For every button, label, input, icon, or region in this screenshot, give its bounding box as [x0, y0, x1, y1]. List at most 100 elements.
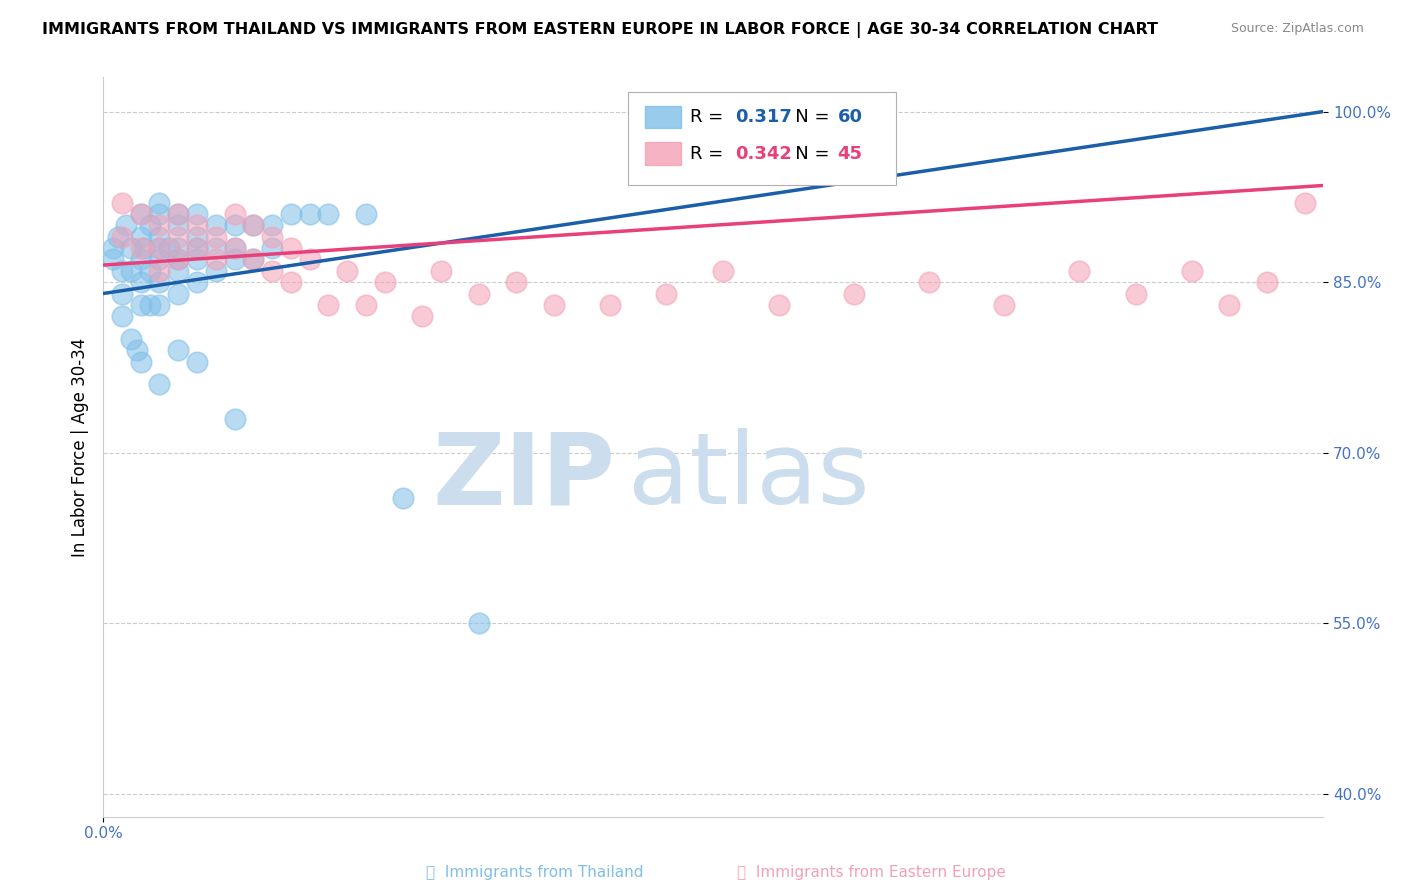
Point	[262, 229, 284, 244]
Point	[1181, 264, 1204, 278]
Point	[1069, 264, 1091, 278]
Point	[1218, 298, 1240, 312]
Point	[120, 241, 142, 255]
Text: R =: R =	[690, 108, 730, 126]
Point	[186, 229, 208, 244]
Point	[107, 229, 129, 244]
Point	[139, 219, 162, 233]
Point	[129, 298, 152, 312]
Point	[148, 377, 170, 392]
Point	[101, 241, 124, 255]
Point	[167, 207, 190, 221]
Point	[186, 252, 208, 267]
Point	[262, 264, 284, 278]
Point	[242, 252, 264, 267]
Text: 0.342: 0.342	[735, 145, 792, 162]
Y-axis label: In Labor Force | Age 30-34: In Labor Force | Age 30-34	[72, 337, 89, 557]
Point	[918, 275, 941, 289]
Point	[148, 252, 170, 267]
Point	[711, 264, 734, 278]
Point	[129, 275, 152, 289]
Point	[655, 286, 678, 301]
Point	[280, 241, 302, 255]
Point	[768, 298, 790, 312]
Point	[157, 241, 180, 255]
Text: N =: N =	[778, 145, 835, 162]
Point	[262, 219, 284, 233]
Text: atlas: atlas	[628, 428, 869, 525]
Text: IMMIGRANTS FROM THAILAND VS IMMIGRANTS FROM EASTERN EUROPE IN LABOR FORCE | AGE : IMMIGRANTS FROM THAILAND VS IMMIGRANTS F…	[42, 22, 1159, 38]
Point	[167, 241, 190, 255]
Point	[148, 264, 170, 278]
Point	[204, 252, 226, 267]
Text: R =: R =	[690, 145, 730, 162]
Point	[125, 343, 148, 358]
Point	[298, 252, 321, 267]
Point	[204, 264, 226, 278]
Point	[186, 275, 208, 289]
Point	[148, 241, 170, 255]
Point	[224, 219, 246, 233]
FancyBboxPatch shape	[645, 105, 682, 128]
Point	[842, 286, 865, 301]
Point	[120, 264, 142, 278]
Point	[134, 241, 156, 255]
Text: 45: 45	[838, 145, 863, 162]
Point	[298, 207, 321, 221]
FancyBboxPatch shape	[628, 92, 896, 185]
Point	[224, 252, 246, 267]
Point	[139, 264, 162, 278]
Text: ⬜  Immigrants from Eastern Europe: ⬜ Immigrants from Eastern Europe	[737, 865, 1007, 880]
Point	[1294, 195, 1316, 210]
FancyBboxPatch shape	[645, 143, 682, 165]
Point	[167, 229, 190, 244]
Point	[148, 219, 170, 233]
Text: ⬜  Immigrants from Thailand: ⬜ Immigrants from Thailand	[426, 865, 643, 880]
Point	[280, 207, 302, 221]
Point	[114, 219, 136, 233]
Text: ZIP: ZIP	[433, 428, 616, 525]
Point	[167, 343, 190, 358]
Point	[430, 264, 453, 278]
Point	[242, 252, 264, 267]
Text: N =: N =	[778, 108, 835, 126]
Point	[262, 241, 284, 255]
Point	[224, 207, 246, 221]
Point	[167, 264, 190, 278]
Point	[224, 411, 246, 425]
Point	[148, 298, 170, 312]
Point	[186, 219, 208, 233]
Point	[101, 252, 124, 267]
Point	[224, 241, 246, 255]
Point	[467, 286, 489, 301]
Point	[167, 219, 190, 233]
Point	[167, 252, 190, 267]
Point	[336, 264, 359, 278]
Point	[599, 298, 621, 312]
Point	[242, 219, 264, 233]
Point	[186, 241, 208, 255]
Point	[354, 298, 377, 312]
Point	[148, 241, 170, 255]
Point	[148, 229, 170, 244]
Point	[374, 275, 396, 289]
Point	[411, 310, 433, 324]
Point	[1256, 275, 1278, 289]
Point	[993, 298, 1015, 312]
Point	[204, 219, 226, 233]
Point	[242, 219, 264, 233]
Point	[354, 207, 377, 221]
Point	[392, 491, 415, 506]
Point	[129, 355, 152, 369]
Point	[204, 241, 226, 255]
Point	[111, 310, 134, 324]
Point	[167, 207, 190, 221]
Point	[129, 207, 152, 221]
Point	[139, 298, 162, 312]
Point	[186, 207, 208, 221]
Text: Source: ZipAtlas.com: Source: ZipAtlas.com	[1230, 22, 1364, 36]
Point	[129, 207, 152, 221]
Point	[543, 298, 565, 312]
Point	[467, 616, 489, 631]
Point	[167, 286, 190, 301]
